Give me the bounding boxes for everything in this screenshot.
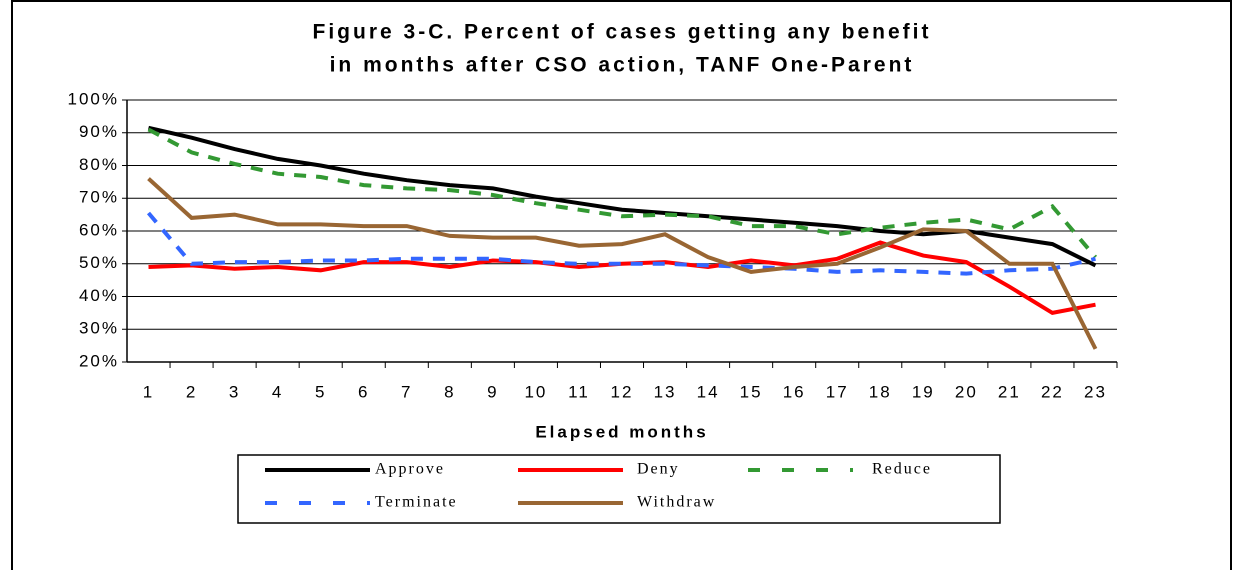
legend-label: Terminate: [375, 494, 458, 511]
x-tick-label: 14: [697, 382, 720, 401]
x-tick-label: 20: [955, 382, 978, 401]
chart-title: in months after CSO action, TANF One-Par…: [330, 54, 915, 77]
x-tick-label: 15: [740, 382, 763, 401]
legend-label: Approve: [375, 461, 445, 478]
x-tick-label: 13: [654, 382, 677, 401]
x-axis-title: Elapsed months: [535, 422, 708, 441]
x-tick-label: 18: [869, 382, 892, 401]
series-line: [148, 125, 1097, 268]
series-line: [147, 177, 1098, 350]
chart-title: Figure 3-C. Percent of cases getting any…: [313, 21, 932, 44]
x-tick-label: 2: [186, 382, 197, 401]
legend-label: Reduce: [872, 461, 932, 478]
x-tick-label: 5: [315, 382, 326, 401]
series-line: [147, 127, 1098, 259]
y-tick-label: 90%: [79, 122, 119, 141]
x-tick-label: 3: [229, 382, 240, 401]
x-tick-label: 21: [998, 382, 1021, 401]
y-tick-label: 40%: [79, 286, 119, 305]
series-line: [146, 211, 1096, 276]
x-tick-label: 8: [444, 382, 455, 401]
y-tick-label: 50%: [79, 253, 119, 272]
x-tick-label: 16: [783, 382, 806, 401]
y-tick-label: 20%: [79, 351, 119, 370]
x-tick-label: 6: [358, 382, 369, 401]
x-tick-label: 22: [1041, 382, 1064, 401]
x-tick-label: 12: [611, 382, 634, 401]
y-tick-label: 100%: [68, 89, 119, 108]
y-tick-label: 80%: [79, 155, 119, 174]
legend-label: Deny: [637, 461, 680, 478]
x-tick-label: 11: [568, 382, 590, 401]
x-tick-label: 17: [826, 382, 849, 401]
x-tick-label: 7: [401, 382, 412, 401]
x-tick-label: 23: [1084, 382, 1107, 401]
legend: [237, 454, 1001, 524]
y-tick-label: 30%: [79, 319, 119, 338]
x-tick-label: 1: [143, 382, 154, 401]
y-tick-label: 60%: [79, 220, 119, 239]
x-tick-label: 10: [524, 382, 547, 401]
y-tick-label: 70%: [79, 188, 119, 207]
x-tick-label: 19: [912, 382, 935, 401]
x-tick-label: 9: [487, 382, 498, 401]
legend-label: Withdraw: [637, 494, 716, 511]
x-tick-label: 4: [272, 382, 283, 401]
series-line: [148, 240, 1096, 316]
